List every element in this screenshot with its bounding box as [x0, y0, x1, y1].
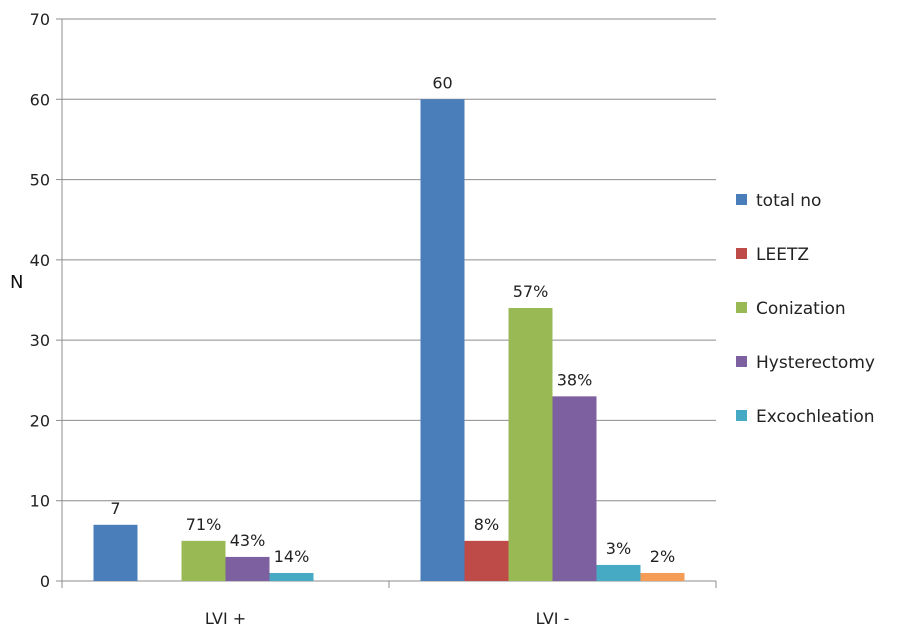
legend: total no LEETZ Conization Hysterectomy Excoc…: [736, 191, 875, 427]
bar: [596, 564, 641, 581]
data-label: 2%: [650, 547, 675, 566]
y-tick-label: 30: [30, 331, 50, 350]
gridlines: [62, 18, 716, 502]
data-labels: 7 60 8% 71% 57% 43% 38% 14% 3% 2%: [110, 73, 675, 566]
bar: [640, 572, 685, 581]
legend-swatch: [736, 356, 747, 367]
x-tick-label: LVI -: [536, 609, 570, 628]
bar: [269, 572, 314, 581]
legend-swatch: [736, 194, 747, 205]
data-label: 8%: [474, 515, 499, 534]
bar: [93, 524, 138, 581]
legend-swatch: [736, 248, 747, 259]
x-tick-label: LVI +: [205, 609, 246, 628]
data-label: 38%: [557, 370, 593, 389]
y-axis-title: N: [10, 272, 23, 293]
y-tick-label: 20: [30, 411, 50, 430]
data-label: 7: [110, 499, 120, 518]
data-label: 71%: [186, 515, 222, 534]
legend-swatch: [736, 410, 747, 421]
bar: [464, 540, 509, 581]
data-label: 60: [432, 73, 452, 92]
data-label: 57%: [513, 282, 549, 301]
bar: [508, 308, 553, 581]
legend-label: total no: [756, 191, 821, 211]
legend-swatch: [736, 302, 747, 313]
bars: [93, 99, 685, 582]
y-tick-label: 60: [30, 90, 50, 109]
y-tick-label: 70: [30, 10, 50, 29]
y-tick-label: 50: [30, 171, 50, 190]
y-tick-label: 0: [40, 572, 50, 591]
data-label: 43%: [230, 531, 266, 550]
y-tick-label: 10: [30, 492, 50, 511]
legend-label: LEETZ: [756, 245, 809, 265]
data-label: 3%: [606, 539, 631, 558]
bar: [420, 99, 465, 582]
y-tick-label: 40: [30, 251, 50, 270]
data-label: 14%: [274, 547, 310, 566]
legend-label: Excochleation: [756, 407, 875, 427]
bar: [225, 556, 270, 581]
bar: [552, 396, 597, 581]
legend-label: Conization: [756, 299, 846, 319]
legend-label: Hysterectomy: [756, 353, 875, 373]
bar: [181, 540, 226, 581]
